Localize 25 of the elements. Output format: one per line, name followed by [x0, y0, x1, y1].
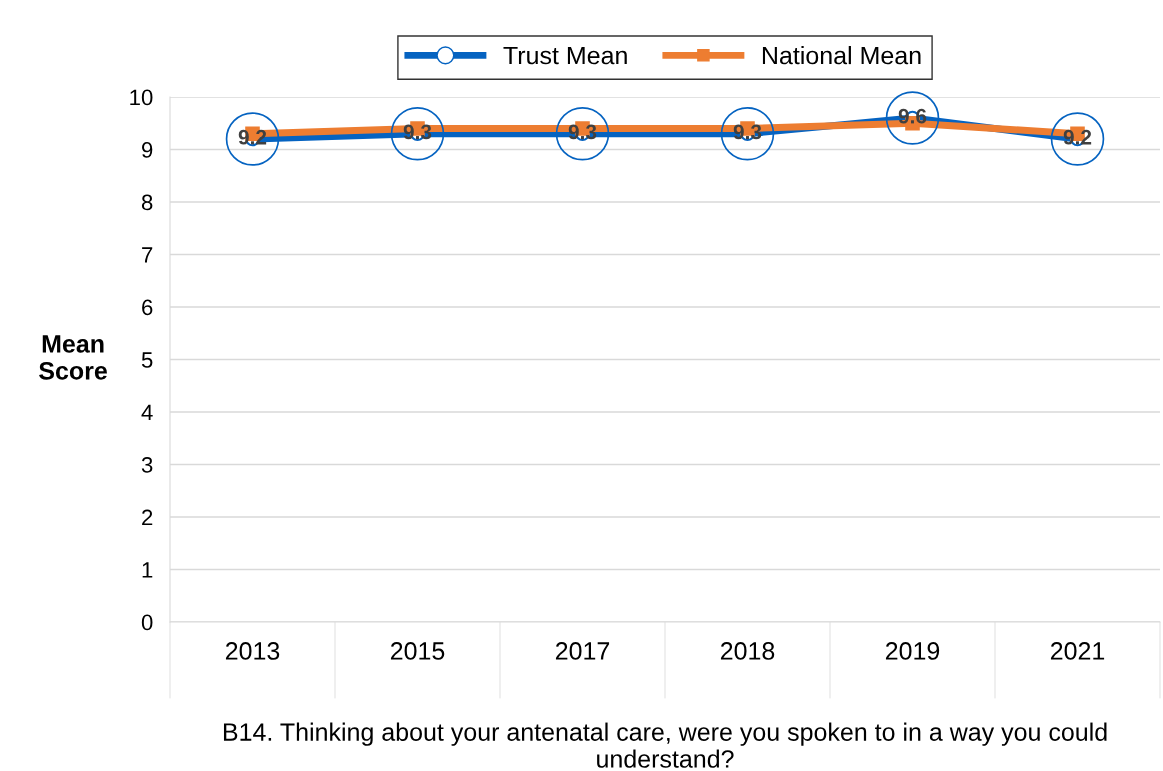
- legend-label: Trust Mean: [503, 46, 627, 65]
- y-tick-label: 1: [142, 562, 153, 578]
- x-tick-label: 2018: [720, 642, 775, 660]
- legend-label: National Mean: [762, 46, 921, 65]
- y-tick-label: 5: [141, 352, 153, 368]
- y-tick-label: 3: [141, 457, 153, 473]
- y-tick-label: 9: [142, 142, 153, 158]
- x-tick-label: 2017: [555, 642, 610, 660]
- data-label: 9.3: [733, 124, 762, 140]
- data-label: 9.6: [898, 108, 927, 124]
- x-tick-label: 2013: [225, 642, 280, 660]
- x-tick-label: 2021: [1050, 642, 1105, 660]
- x-tick-label: 2015: [390, 642, 445, 660]
- y-tick-label: 2: [142, 509, 153, 526]
- x-axis-title: B14. Thinking about your antenatal care, were you spoken to in a way you could understand?: [223, 722, 1107, 768]
- y-tick-label: 10: [130, 89, 153, 106]
- data-label: 9.3: [403, 124, 432, 140]
- y-tick-label: 8: [141, 194, 153, 211]
- y-tick-label: 0: [141, 614, 153, 631]
- x-tick-label: 2019: [885, 642, 940, 660]
- y-tick-label: 7: [142, 247, 153, 263]
- y-tick-label: 4: [141, 404, 153, 421]
- data-label: 9.3: [568, 124, 597, 140]
- y-axis-title: Mean Score: [39, 335, 107, 380]
- y-tick-label: 6: [142, 299, 153, 316]
